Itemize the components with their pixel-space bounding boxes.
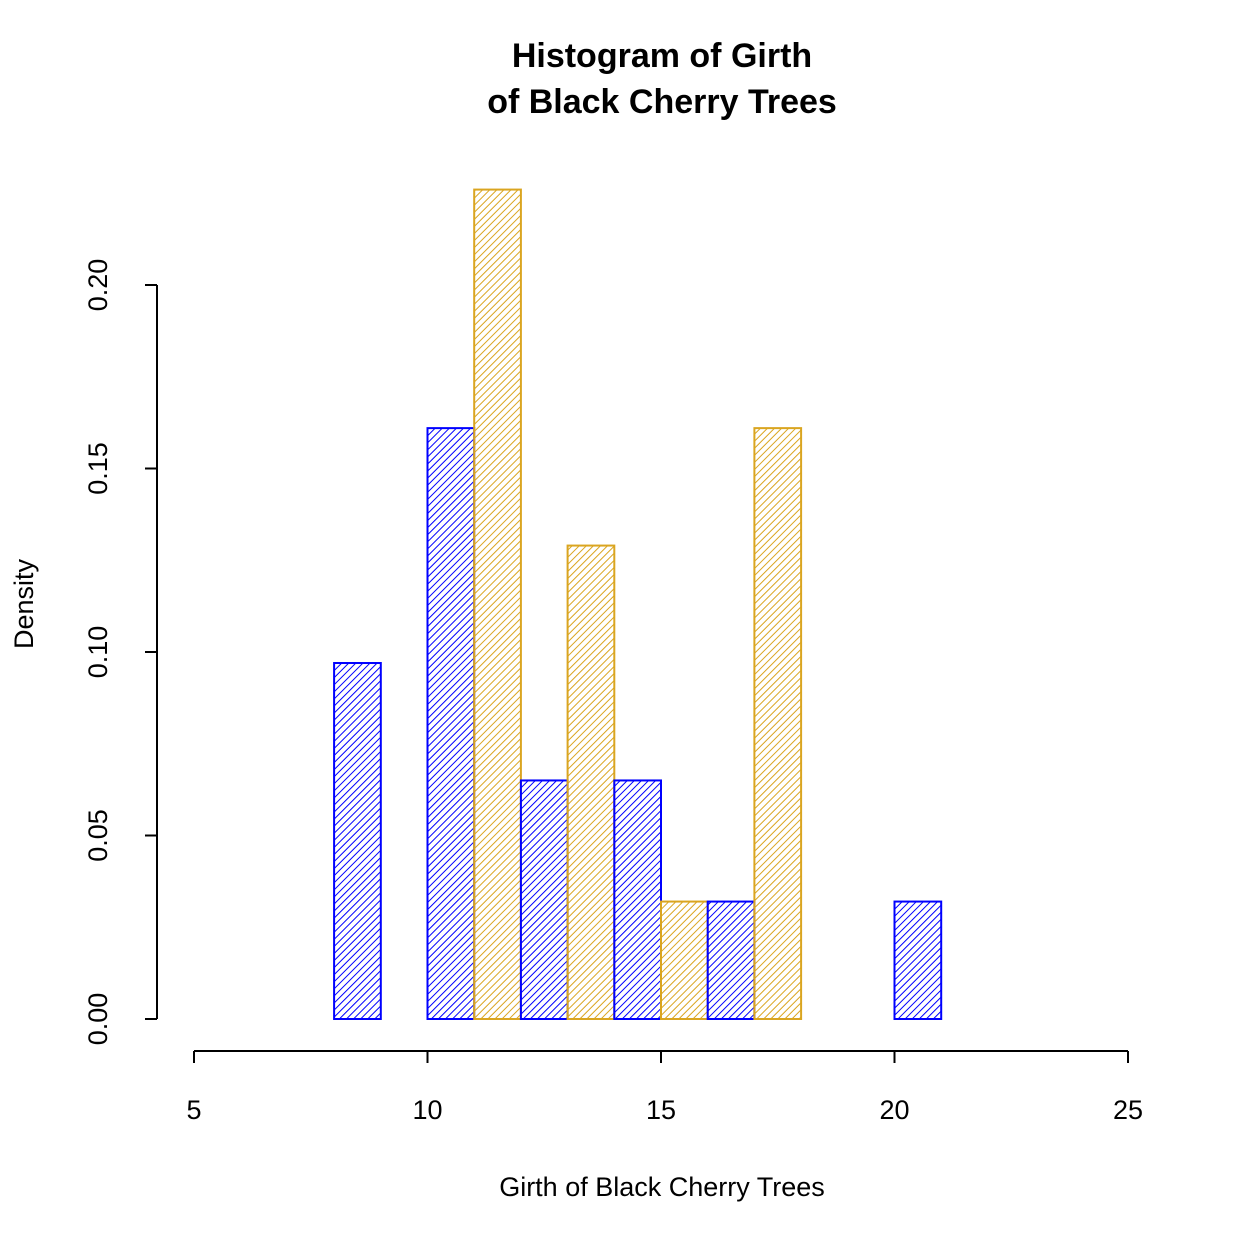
bar: [426, 427, 476, 1020]
bar: [519, 779, 569, 1021]
bar: [753, 427, 803, 1020]
x-tick-label: 15: [646, 1095, 676, 1125]
bar: [473, 188, 522, 1020]
bar: [706, 900, 756, 1020]
bar: [333, 662, 382, 1020]
bar: [566, 544, 616, 1020]
y-tick-label: 0.00: [83, 993, 113, 1046]
bar: [660, 900, 709, 1020]
chart-title: Histogram of Girth: [512, 37, 812, 75]
bar: [613, 779, 662, 1021]
bar: [893, 900, 943, 1020]
x-tick-label: 20: [879, 1095, 909, 1125]
chart-title: of Black Cherry Trees: [487, 83, 837, 121]
x-axis-label: Girth of Black Cherry Trees: [499, 1172, 825, 1202]
y-tick-label: 0.20: [83, 259, 113, 312]
x-tick-label: 10: [412, 1095, 442, 1125]
y-tick-label: 0.10: [83, 626, 113, 679]
y-tick-label: 0.05: [83, 809, 113, 862]
y-axis-label: Density: [9, 558, 39, 649]
y-tick-label: 0.15: [83, 442, 113, 495]
x-tick-label: 5: [186, 1095, 201, 1125]
x-tick-label: 25: [1113, 1095, 1143, 1125]
